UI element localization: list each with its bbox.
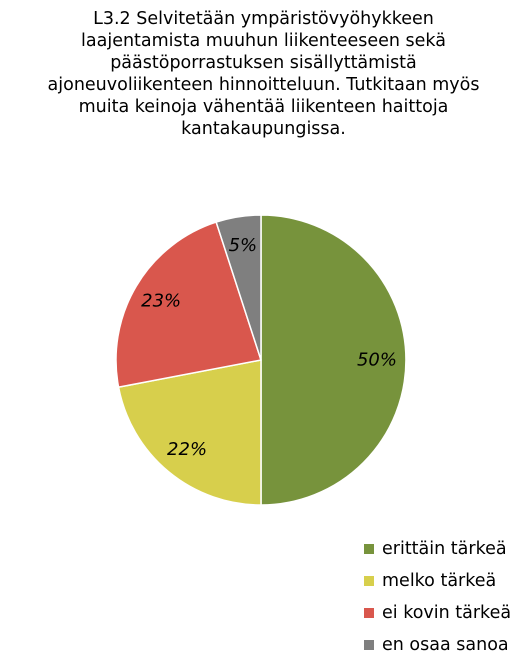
chart-title-line: laajentamista muuhun liikenteeseen sekä	[81, 31, 446, 51]
chart-title-line: ajoneuvoliikenteen hinnoitteluun. Tutkit…	[47, 75, 480, 95]
legend-swatch	[364, 576, 374, 586]
data-label: 5%	[229, 235, 258, 256]
pie-slice	[215, 214, 262, 361]
pie-slice	[115, 221, 262, 388]
chart-title-line: päästöporrastuksen sisällyttämistä	[110, 53, 417, 73]
legend: erittäin tärkeä melko tärkeä ei kovin tä…	[364, 533, 524, 661]
data-label: 22%	[167, 439, 207, 460]
legend-item: en osaa sanoa	[364, 629, 524, 661]
legend-swatch	[364, 544, 374, 554]
pie-slice	[117, 359, 262, 506]
legend-swatch	[364, 640, 374, 650]
chart-title-line: L3.2 Selvitetään ympäristövyöhykkeen	[93, 9, 434, 29]
legend-item: ei kovin tärkeä	[364, 597, 524, 629]
chart-title-line: kantakaupungissa.	[181, 119, 346, 139]
legend-item: melko tärkeä	[364, 565, 524, 597]
legend-label: en osaa sanoa	[382, 635, 509, 655]
legend-swatch	[364, 608, 374, 618]
chart-title-line: muita keinoja vähentää liikenteen haitto…	[78, 97, 449, 117]
legend-label: erittäin tärkeä	[382, 539, 507, 559]
legend-label: ei kovin tärkeä	[382, 603, 512, 623]
data-label: 23%	[141, 290, 181, 311]
legend-item: erittäin tärkeä	[364, 533, 524, 565]
chart-title: L3.2 Selvitetään ympäristövyöhykkeen laa…	[0, 8, 527, 140]
legend-label: melko tärkeä	[382, 571, 497, 591]
pie-slice	[260, 214, 407, 506]
data-label: 50%	[357, 350, 397, 371]
